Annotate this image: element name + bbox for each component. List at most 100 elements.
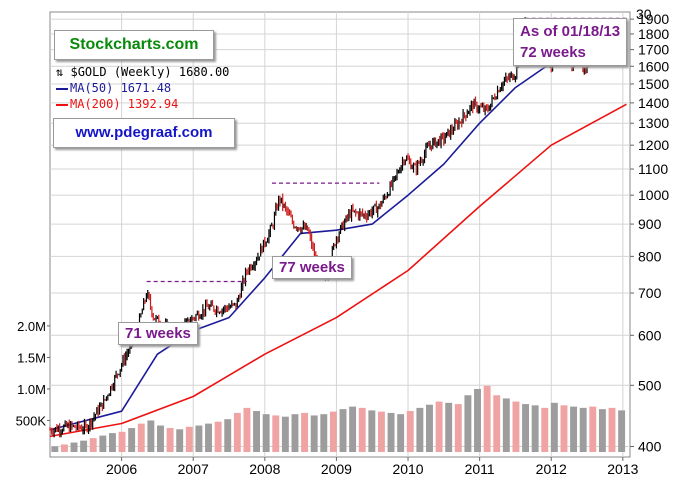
price-tick-label: 500 (638, 377, 662, 393)
volume-bar (51, 446, 59, 452)
volume-bar (89, 438, 97, 452)
volume-bar (435, 401, 443, 452)
volume-bar (166, 428, 174, 452)
as-of-weeks: 72 weeks (520, 44, 586, 61)
volume-bar (570, 406, 578, 452)
volume-bar (493, 395, 501, 452)
volume-bar (108, 433, 116, 452)
volume-bar (474, 388, 481, 452)
year-tick-label: 2010 (392, 461, 423, 477)
volume-bar (522, 404, 530, 452)
price-tick-label: 600 (638, 327, 662, 343)
volume-bar (310, 415, 318, 452)
ma200-line (49, 103, 627, 438)
volume-bar (550, 402, 558, 452)
volume-bar (426, 404, 433, 452)
volume-bar (233, 412, 241, 452)
price-tick-label: 800 (638, 248, 662, 264)
volume-bar (406, 411, 414, 452)
volume-bar (483, 385, 491, 452)
volume-bar (531, 405, 539, 452)
year-tick-label: 2007 (178, 461, 209, 477)
volume-bar (253, 411, 261, 452)
volume-bar (281, 416, 289, 452)
volume-bars (51, 385, 626, 452)
volume-bar (195, 425, 203, 452)
volume-bar (320, 414, 328, 452)
chart-legend: ⇅ $GOLD (Weekly) 1680.00 MA(50) 1671.48 … (56, 64, 229, 112)
price-tick-label: 900 (638, 216, 662, 232)
year-tick-label: 2009 (321, 461, 352, 477)
volume-bar (157, 425, 164, 452)
candlestick-icon: ⇅ (56, 65, 64, 79)
volume-bar (147, 420, 155, 452)
legend-symbol: ⇅ $GOLD (Weekly) 1680.00 (56, 64, 229, 80)
plot-area (49, 11, 631, 458)
partial-tick-label: 30 (636, 6, 652, 22)
annotation-77-weeks: 77 weeks (272, 256, 352, 279)
volume-bar (512, 401, 520, 452)
legend-ma50: MA(50) 1671.48 (56, 80, 229, 96)
volume-bar (80, 440, 88, 452)
volume-bar (377, 411, 385, 452)
volume-bar (99, 435, 107, 452)
price-tick-label: 1600 (638, 58, 669, 74)
volume-bar (589, 406, 597, 452)
volume-bar (560, 405, 568, 452)
volume-bar (541, 407, 549, 452)
price-tick-label: 400 (638, 439, 662, 455)
as-of-annotation: As of 01/18/13 72 weeks (513, 18, 628, 66)
volume-bar (185, 426, 193, 452)
volume-bar (445, 402, 453, 452)
volume-bar (598, 409, 606, 452)
volume-tick-label: 1.0M (17, 382, 46, 397)
volume-bar (205, 423, 212, 452)
volume-bar (224, 419, 232, 452)
price-tick-label: 1000 (638, 187, 669, 203)
author-label: www.pdegraaf.com (53, 118, 235, 148)
site-label: Stockcharts.com (54, 30, 214, 60)
volume-tick-label: 2.0M (17, 319, 46, 334)
volume-bar (397, 414, 405, 452)
volume-bar (176, 429, 184, 452)
volume-bar (579, 407, 587, 452)
price-tick-label: 1100 (638, 161, 668, 177)
price-tick-label: 1700 (638, 42, 669, 58)
ma200-polyline (49, 103, 627, 438)
year-tick-label: 2012 (536, 461, 567, 477)
volume-bar (291, 414, 299, 452)
volume-bar (502, 398, 510, 452)
volume-bar (368, 410, 376, 452)
year-tick-label: 2006 (106, 461, 137, 477)
volume-bar (60, 444, 68, 452)
volume-bar (272, 415, 280, 452)
price-tick-label: 1900 (638, 11, 669, 27)
price-tick-label: 1400 (638, 95, 669, 111)
axes: 400 500 600 700 800 900 1000 1100 1200 1300 1400 15… (16, 11, 670, 477)
year-tick-label: 2013 (607, 461, 638, 477)
volume-bar (358, 407, 366, 452)
volume-bar (214, 421, 222, 452)
volume-bar (416, 407, 424, 452)
volume-bar (464, 395, 472, 452)
ma200-swatch (56, 103, 68, 106)
volume-tick-label: 1.5M (17, 350, 46, 365)
volume-bar (137, 423, 145, 452)
as-of-date: As of 01/18/13 (520, 23, 621, 40)
year-tick-label: 2011 (465, 461, 495, 477)
volume-bar (70, 442, 78, 452)
price-tick-label: 1300 (638, 115, 669, 131)
legend-symbol-text: $GOLD (Weekly) 1680.00 (70, 65, 230, 79)
price-tick-label: 1200 (638, 137, 669, 153)
volume-bar (349, 406, 357, 452)
price-tick-label: 700 (638, 285, 662, 301)
volume-bar (608, 407, 616, 452)
volume-bar (243, 407, 251, 452)
volume-bar (454, 404, 462, 452)
annotation-71-weeks: 71 weeks (118, 322, 198, 345)
volume-bar (118, 431, 126, 452)
legend-ma50-text: MA(50) 1671.48 (70, 81, 172, 95)
ma50-swatch (56, 87, 68, 90)
volume-bar (128, 428, 136, 452)
volume-bar (387, 412, 395, 452)
